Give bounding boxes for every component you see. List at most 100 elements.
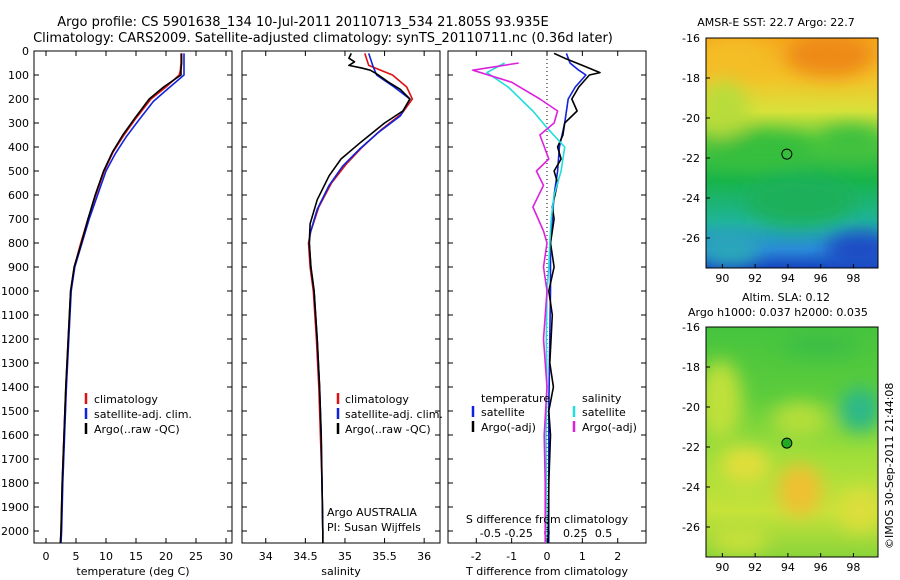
- legend-label-climatology: climatology: [94, 393, 158, 406]
- series-line-salinity-satellite: [486, 62, 566, 543]
- sla-map-frame: [705, 326, 879, 558]
- depth-tick-label: 800: [8, 237, 29, 250]
- series-line-satellite-adj-clim-: [308, 53, 411, 543]
- lon-tick-label: 94: [781, 272, 795, 285]
- series-line-salinity-argo-adj-: [471, 62, 559, 543]
- depth-tick-label: 100: [8, 69, 29, 82]
- lon-tick-label: 96: [814, 561, 828, 574]
- salinity-plot: 34 34.5 35 35.5 36: [259, 51, 431, 563]
- lon-tick-label: 90: [715, 272, 729, 285]
- lon-tick-label: 92: [748, 561, 762, 574]
- depth-axis: 0 100 200 300 400 500 600 700 800 900 1000 1100 1200…: [1, 45, 646, 538]
- x-tick-label: 34: [259, 550, 273, 563]
- legend-label-s-satellite: satellite: [582, 406, 626, 419]
- x-tick-label: 34.5: [293, 550, 318, 563]
- salinity-legend: climatology satellite-adj. clim. Argo(..…: [336, 393, 443, 436]
- sst-field: [706, 38, 878, 268]
- legend-label-argo: Argo(..raw -QC): [345, 423, 431, 436]
- x-tick-label: 36: [417, 550, 431, 563]
- depth-tick-label: 900: [8, 261, 29, 274]
- float-owner-annotation: Argo AUSTRALIA: [327, 506, 417, 519]
- depth-tick-label: 1700: [1, 453, 29, 466]
- difference-temperature-legend: temperature satellite Argo(-adj): [471, 392, 550, 434]
- s-diff-tick-label: -0.5: [480, 527, 501, 540]
- x-tick-label: 5: [73, 550, 80, 563]
- figure-title-line1: Argo profile: CS 5901638_134 10-Jul-2011…: [57, 15, 548, 30]
- depth-tick-label: 700: [8, 213, 29, 226]
- depth-tick-label: 1200: [1, 333, 29, 346]
- salinity-panel-frame: [241, 50, 441, 544]
- legend-label-climatology: climatology: [345, 393, 409, 406]
- lat-tick-label: -20: [682, 401, 700, 414]
- sla-map-title-line2: Argo h1000: 0.037 h2000: 0.035: [688, 306, 868, 319]
- temperature-axis-label: temperature (deg C): [76, 565, 189, 578]
- depth-tick-label: 300: [8, 117, 29, 130]
- float-pi-annotation: PI: Susan Wijffels: [327, 521, 421, 534]
- lon-tick-label: 98: [846, 272, 860, 285]
- legend-label-s-argo: Argo(-adj): [582, 421, 637, 434]
- legend-label-satellite: satellite-adj. clim.: [345, 408, 443, 421]
- legend-label-satellite: satellite-adj. clim.: [94, 408, 192, 421]
- lat-tick-label: -22: [682, 441, 700, 454]
- temperature-plot: 0 5 10 15 20 25 30: [43, 51, 233, 563]
- sst-map-ticks: 90 92 94 96 98 -16 -18 -20 -22 -24 -26: [682, 32, 860, 285]
- series-line-climatology: [307, 53, 414, 543]
- lat-tick-label: -18: [682, 361, 700, 374]
- depth-tick-label: 1000: [1, 285, 29, 298]
- temperature-panel-frame: [33, 50, 233, 544]
- legend-label-t-satellite: satellite: [481, 406, 525, 419]
- legend-title-salinity: salinity: [582, 392, 622, 405]
- lat-tick-label: -26: [682, 521, 700, 534]
- lat-tick-label: -16: [682, 321, 700, 334]
- x-tick-label: -2: [471, 550, 482, 563]
- x-tick-label: 35: [338, 550, 352, 563]
- depth-tick-label: 500: [8, 165, 29, 178]
- x-tick-label: 1: [579, 550, 586, 563]
- lat-tick-label: -16: [682, 32, 700, 45]
- series-line-argo-raw-qc-: [308, 53, 411, 543]
- sla-map-ticks: 90 92 94 96 98 -16 -18 -20 -22 -24 -26: [682, 321, 860, 574]
- series-line-satellite-adj-clim-: [60, 53, 185, 544]
- depth-tick-label: 1100: [1, 309, 29, 322]
- sla-argo-marker: [781, 437, 793, 449]
- depth-tick-label: 400: [8, 141, 29, 154]
- x-tick-label: 30: [219, 550, 233, 563]
- lon-tick-label: 98: [846, 561, 860, 574]
- sst-argo-marker: [781, 148, 793, 160]
- lon-tick-label: 92: [748, 272, 762, 285]
- x-tick-label: 20: [159, 550, 173, 563]
- series-line-argo-raw-qc-: [59, 53, 183, 544]
- lon-tick-label: 96: [814, 272, 828, 285]
- x-tick-label: 10: [99, 550, 113, 563]
- depth-tick-label: 1300: [1, 357, 29, 370]
- series-line-temperature-satellite: [547, 53, 587, 543]
- lat-tick-label: -24: [682, 481, 700, 494]
- lon-tick-label: 90: [715, 561, 729, 574]
- argo-position-marker: [781, 148, 793, 160]
- sst-map: AMSR-E SST: 22.7 Argo: 22.7 90 92 94 96 98 -1…: [682, 16, 879, 285]
- salinity-axis-label: salinity: [321, 565, 361, 578]
- legend-title-temperature: temperature: [481, 392, 550, 405]
- x-tick-label: 15: [129, 550, 143, 563]
- sla-map-title-line1: Altim. SLA: 0.12: [742, 291, 830, 304]
- lat-tick-label: -24: [682, 192, 700, 205]
- sst-map-frame: [705, 37, 879, 269]
- series-line-temperature-argo-adj-: [547, 52, 601, 544]
- s-diff-tick-label: 0: [544, 527, 551, 540]
- x-tick-label: 2: [614, 550, 621, 563]
- x-tick-label: 0: [544, 550, 551, 563]
- lat-tick-label: -26: [682, 232, 700, 245]
- s-difference-axis-label: S difference from climatology: [466, 513, 629, 526]
- s-diff-tick-label: 0.5: [595, 527, 613, 540]
- t-difference-axis-label: T difference from climatology: [465, 565, 628, 578]
- difference-salinity-legend: salinity satellite Argo(-adj): [572, 392, 637, 434]
- depth-tick-label: 200: [8, 93, 29, 106]
- difference-plot: -2 -1 0 1 2 -0.5 -0.25 0 0.25 0.5: [471, 51, 621, 563]
- lat-tick-label: -18: [682, 72, 700, 85]
- legend-label-t-argo: Argo(-adj): [481, 421, 536, 434]
- figure-title-line2: Climatology: CARS2009. Satellite-adjuste…: [33, 31, 613, 46]
- x-tick-label: -1: [506, 550, 517, 563]
- depth-tick-label: 2000: [1, 525, 29, 538]
- lat-tick-label: -22: [682, 152, 700, 165]
